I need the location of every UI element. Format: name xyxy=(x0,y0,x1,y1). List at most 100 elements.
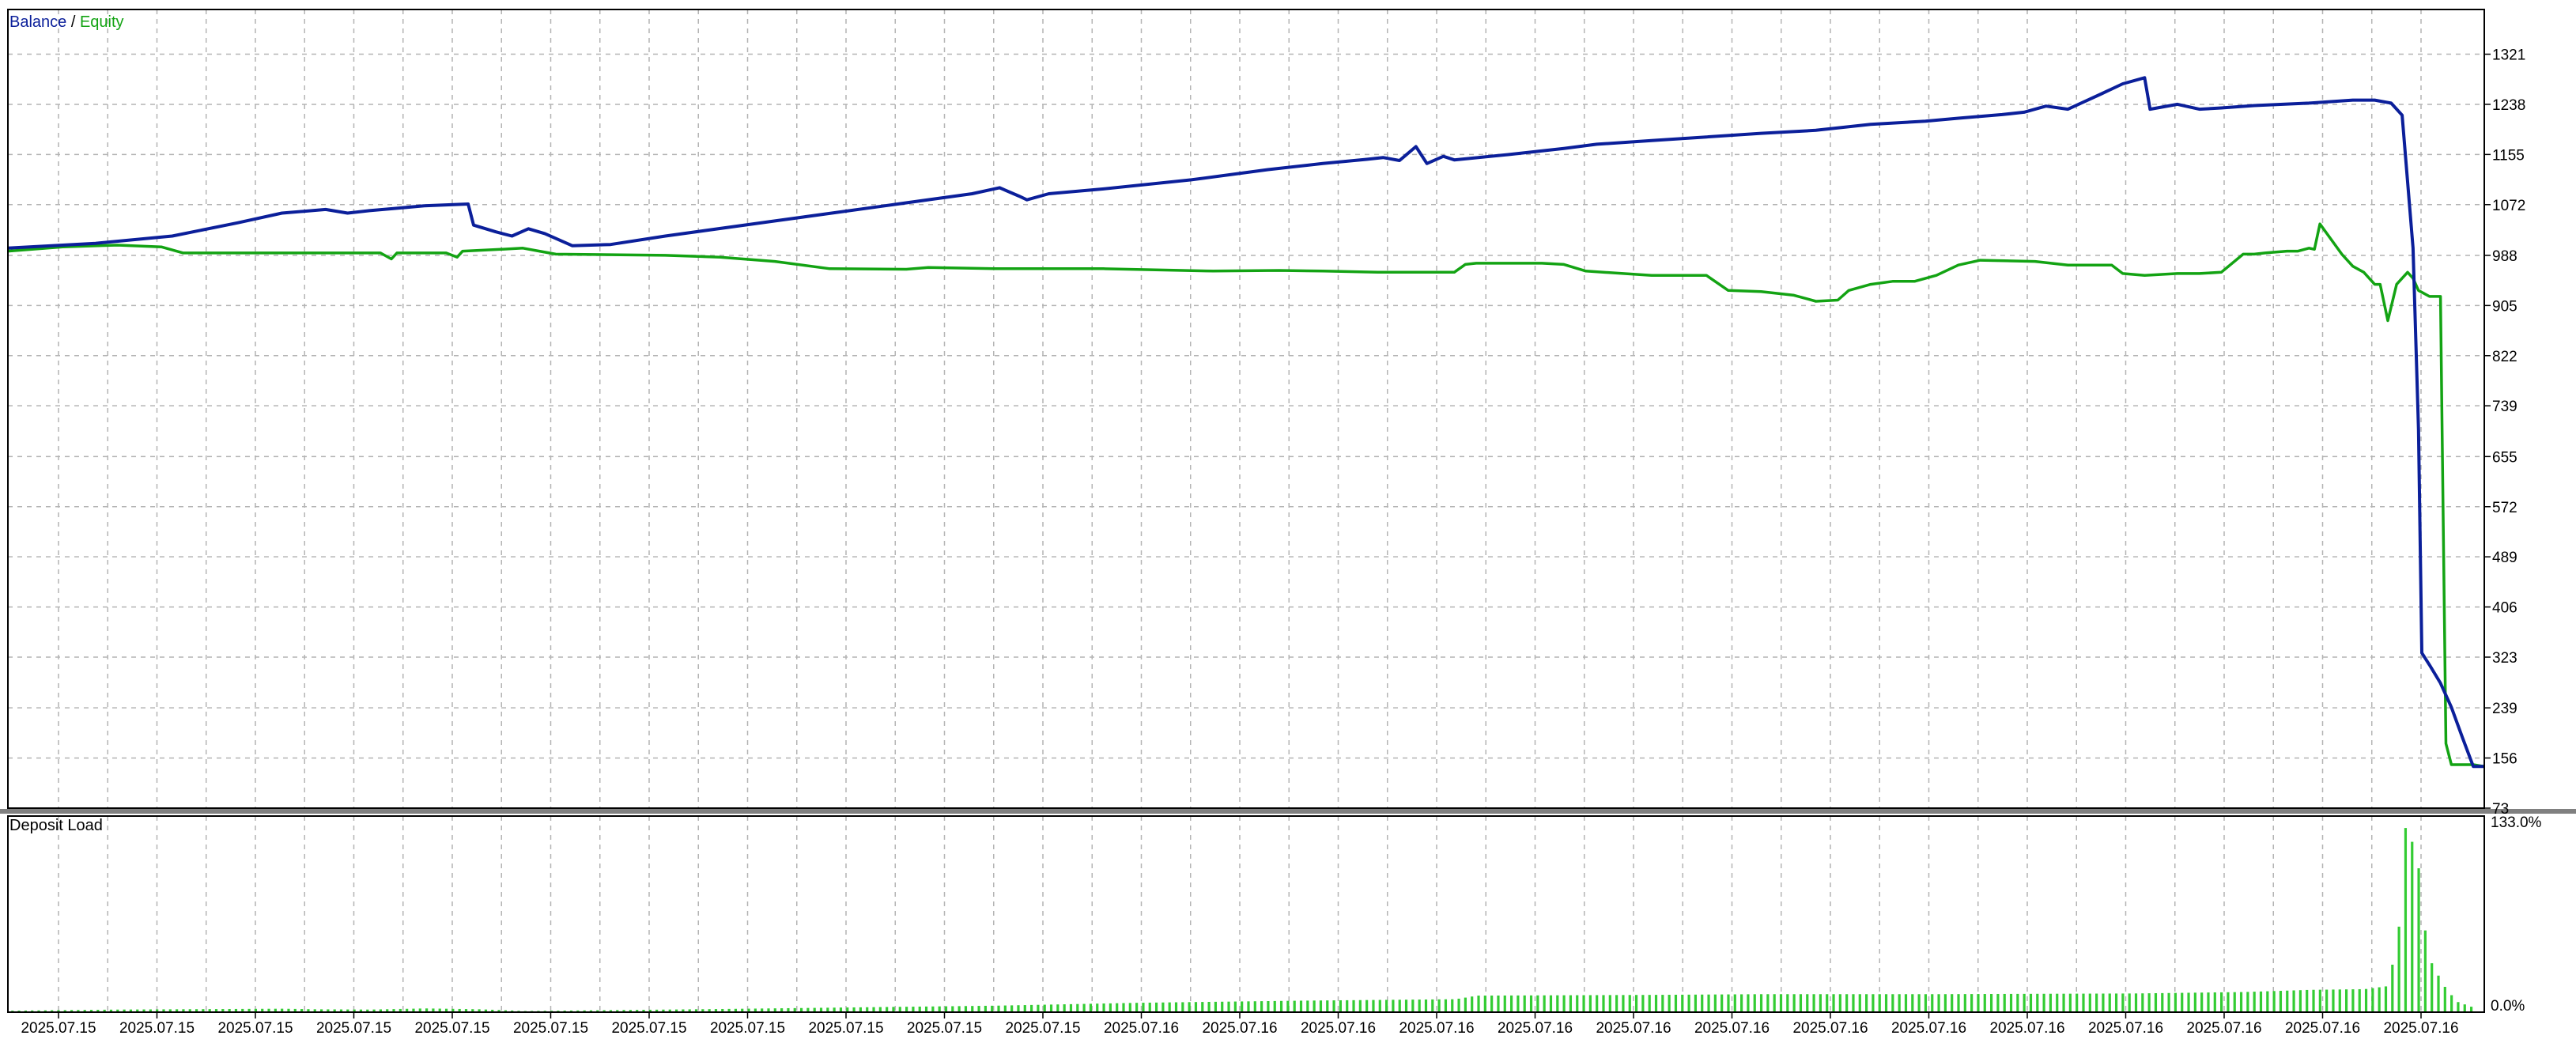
y-tick-label: 489 xyxy=(2492,550,2517,566)
deposit-load-bar xyxy=(1970,994,1974,1012)
deposit-load-bars xyxy=(11,828,2473,1012)
deposit-load-bar xyxy=(1536,995,1539,1012)
deposit-load-bar xyxy=(886,1007,889,1012)
deposit-load-bar xyxy=(1116,1003,1119,1012)
deposit-load-bar xyxy=(1490,996,1494,1012)
deposit-load-bar xyxy=(504,1010,507,1012)
deposit-load-bar xyxy=(2371,988,2374,1012)
deposit-load-bar xyxy=(2463,1004,2466,1012)
deposit-load-bar xyxy=(156,1009,159,1012)
x-tick-label: 2025.07.16 xyxy=(1202,1020,1277,1037)
deposit-load-bar xyxy=(386,1009,389,1012)
deposit-load-bar xyxy=(1517,995,1520,1012)
deposit-load-bar xyxy=(971,1006,974,1012)
deposit-load-bar xyxy=(2358,988,2361,1012)
deposit-load-bar xyxy=(2095,993,2098,1012)
deposit-load-bar xyxy=(1509,995,1513,1012)
frame-layer xyxy=(0,9,2576,1013)
deposit-load-bar xyxy=(2306,989,2309,1012)
deposit-load-bar xyxy=(1194,1002,1198,1012)
deposit-load-bar xyxy=(228,1008,231,1012)
deposit-load-bar xyxy=(188,1009,191,1012)
deposit-load-bar xyxy=(734,1008,738,1012)
deposit-load-bar xyxy=(458,1008,461,1012)
deposit-load-bar xyxy=(1003,1005,1007,1012)
deposit-load-bar xyxy=(1582,995,1585,1012)
deposit-load-bar xyxy=(2450,995,2453,1012)
deposit-load-bar xyxy=(1076,1003,1079,1012)
deposit-load-bar xyxy=(787,1007,790,1012)
deposit-load-bar xyxy=(1720,994,1724,1012)
deposit-load-bar xyxy=(327,1009,330,1012)
deposit-load-bar xyxy=(195,1009,198,1012)
deposit-load-bar xyxy=(991,1005,994,1012)
deposit-load-bar xyxy=(2009,993,2013,1012)
deposit-load-bar xyxy=(1503,995,1506,1012)
deposit-load-bar xyxy=(714,1009,718,1012)
deposit-load-bar xyxy=(1398,1000,1401,1012)
deposit-load-bar xyxy=(497,1010,500,1012)
deposit-load-bar xyxy=(2023,993,2026,1012)
deposit-load-bar xyxy=(1306,1000,1309,1012)
deposit-load-bar xyxy=(1773,994,1776,1012)
deposit-load-bar xyxy=(471,1009,474,1012)
x-tick-label: 2025.07.16 xyxy=(1399,1020,1474,1037)
deposit-load-bar xyxy=(1174,1002,1178,1012)
deposit-load-bar xyxy=(793,1007,796,1012)
deposit-load-bar xyxy=(313,1009,316,1012)
y-axis-ticks: 1321 1238 1155 1072 988 905 822 739 655 572 489 406… xyxy=(2484,47,2542,1015)
deposit-load-bar xyxy=(372,1009,376,1012)
deposit-load-bar xyxy=(136,1009,139,1012)
deposit-load-bar xyxy=(287,1008,290,1012)
deposit-load-bar xyxy=(234,1008,238,1012)
deposit-load-bar xyxy=(1128,1003,1131,1012)
deposit-load-bar xyxy=(2068,993,2072,1012)
deposit-load-bar xyxy=(1963,994,1966,1012)
deposit-load-bar xyxy=(1142,1003,1145,1012)
deposit-load-bar xyxy=(1931,994,1934,1012)
deposit-load-bar xyxy=(392,1009,395,1012)
deposit-load-bar xyxy=(432,1008,435,1012)
deposit-load-bar xyxy=(1654,995,1658,1012)
deposit-load-bar xyxy=(2364,988,2368,1012)
deposit-load-bar xyxy=(168,1009,172,1012)
main-plot-frame xyxy=(7,9,2485,809)
deposit-load-bar xyxy=(1845,994,1849,1012)
deposit-load-bar xyxy=(2397,926,2400,1012)
deposit-load-bar xyxy=(1233,1001,1237,1012)
deposit-load-bar xyxy=(511,1010,514,1012)
x-tick-label: 2025.07.16 xyxy=(1891,1020,1966,1037)
deposit-load-bar xyxy=(688,1009,691,1012)
y-tick-label: 1072 xyxy=(2492,198,2525,214)
deposit-load-bar xyxy=(1628,995,1631,1012)
deposit-load-bar xyxy=(1023,1005,1026,1012)
deposit-load-bar xyxy=(1043,1004,1046,1012)
deposit-load-bar xyxy=(2391,964,2394,1012)
deposit-load-bar xyxy=(806,1007,810,1012)
deposit-load-bar xyxy=(602,1010,606,1012)
deposit-load-bar xyxy=(1037,1004,1040,1012)
deposit-load-bar xyxy=(2423,930,2427,1012)
x-axis-ticks: 2025.07.15 2025.07.15 2025.07.15 2025.07.15… xyxy=(21,1012,2459,1037)
deposit-load-bar xyxy=(878,1007,882,1012)
deposit-load-bar xyxy=(2114,993,2118,1012)
deposit-load-bar xyxy=(1207,1001,1211,1012)
deposit-load-bar xyxy=(2161,992,2164,1012)
deposit-load-bar xyxy=(1596,995,1599,1012)
deposit-load-bar xyxy=(149,1009,152,1012)
deposit-load-bar xyxy=(418,1008,421,1012)
deposit-load-bar xyxy=(1332,1000,1335,1012)
legend: Balance / Equity xyxy=(9,13,124,31)
deposit-load-bar xyxy=(1056,1004,1059,1012)
deposit-load-bar xyxy=(2187,992,2190,1012)
x-tick-label: 2025.07.16 xyxy=(1792,1020,1868,1037)
deposit-load-bar xyxy=(1451,999,1454,1012)
deposit-load-bar xyxy=(451,1008,455,1012)
deposit-load-bar xyxy=(1707,994,1710,1012)
deposit-load-bar xyxy=(333,1009,336,1012)
deposit-load-bar xyxy=(2167,992,2170,1012)
x-tick-label: 2025.07.15 xyxy=(414,1020,489,1037)
deposit-load-bar xyxy=(682,1009,685,1012)
x-tick-label: 2025.07.15 xyxy=(1005,1020,1080,1037)
deposit-load-bar xyxy=(1977,994,1980,1012)
